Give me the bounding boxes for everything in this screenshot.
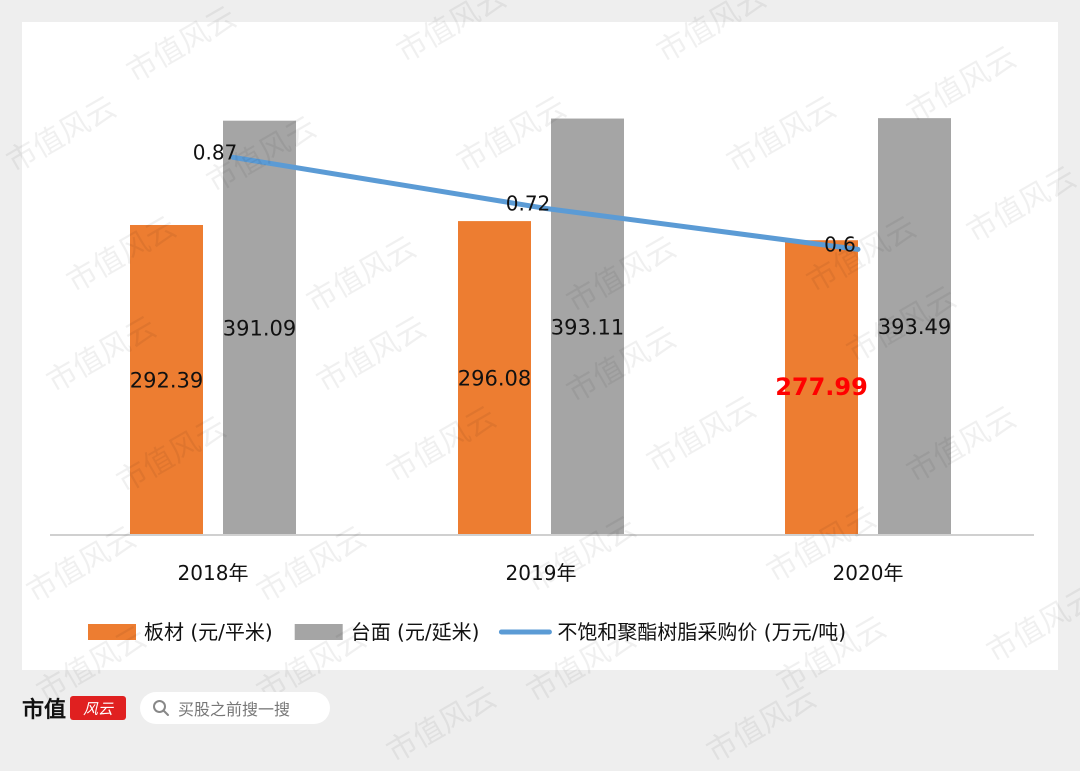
chart-card: 292.39 296.08 277.99 391.09 393.11 393.49 2018…	[22, 22, 1058, 670]
data-label-board-1: 296.08	[458, 367, 531, 391]
brand-name: 市值	[22, 697, 67, 723]
bar-board-2	[785, 240, 858, 534]
brand-seal: 风云	[70, 696, 127, 720]
legend-label-0: 板材 (元/平米)	[144, 620, 273, 644]
data-label-countertop-2: 393.49	[878, 315, 951, 339]
bar-countertop-0	[223, 120, 296, 535]
x-tick-label-2: 2020年	[833, 561, 904, 585]
search-placeholder: 买股之前搜一搜	[178, 700, 291, 719]
data-label-countertop-1: 393.11	[551, 315, 624, 339]
legend-label-1: 台面 (元/延米)	[351, 620, 480, 644]
line-value-label-0: 0.87	[193, 140, 238, 164]
bar-board-0	[130, 224, 203, 534]
data-label-board-0: 292.39	[130, 368, 203, 392]
chart: 292.39 296.08 277.99 391.09 393.11 393.49 2018…	[50, 118, 1034, 644]
data-label-countertop-0: 391.09	[223, 316, 296, 340]
bar-countertop-2	[878, 118, 951, 534]
line-value-label-1: 0.72	[506, 191, 551, 215]
bar-board-1	[458, 221, 531, 534]
legend-swatch-0	[88, 624, 136, 640]
line-value-label-2: 0.6	[824, 232, 856, 256]
search-icon	[153, 700, 169, 716]
brand-logo[interactable]: 市值 风云	[22, 692, 127, 724]
line-point-0	[232, 156, 234, 159]
bar-countertop-1	[551, 118, 624, 535]
line-point-2	[857, 248, 859, 251]
data-label-board-2: 277.99	[775, 373, 868, 401]
line-point-1	[545, 207, 547, 210]
x-tick-label-1: 2019年	[506, 561, 577, 585]
footer-bar: 市值 风云 买股之前搜一搜	[0, 670, 1080, 743]
x-tick-label-0: 2018年	[178, 561, 249, 585]
legend-swatch-1	[294, 624, 343, 640]
legend-label-2: 不饱和聚酯树脂采购价 (万元/吨)	[557, 620, 846, 644]
search-box[interactable]: 买股之前搜一搜	[140, 692, 330, 724]
